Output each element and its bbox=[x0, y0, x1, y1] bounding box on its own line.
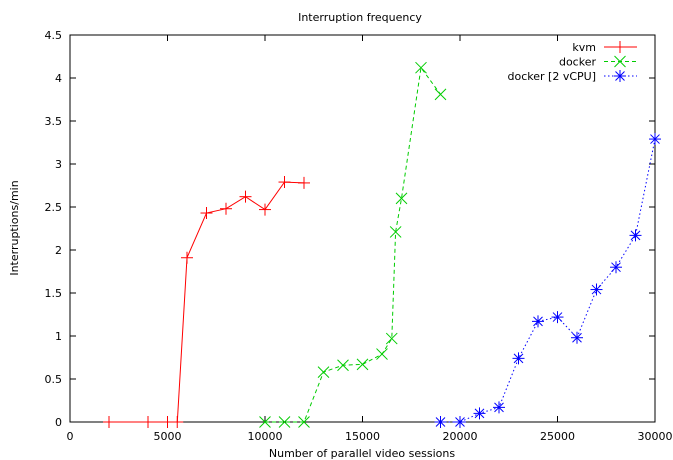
marker-stroke bbox=[395, 192, 408, 205]
y-tick-label: 2 bbox=[55, 244, 62, 257]
legend-label: docker [2 vCPU] bbox=[508, 70, 596, 83]
marker-stroke bbox=[533, 316, 543, 327]
y-tick-label: 4.5 bbox=[45, 29, 63, 42]
marker-stroke bbox=[611, 262, 621, 273]
chart-title: Interruption frequency bbox=[298, 11, 422, 24]
series-layer bbox=[103, 61, 661, 428]
legend-marker bbox=[614, 41, 626, 53]
marker-stroke bbox=[630, 230, 641, 241]
data-point bbox=[532, 315, 544, 328]
data-point bbox=[259, 203, 271, 216]
data-point bbox=[278, 416, 291, 428]
data-point bbox=[590, 283, 603, 296]
data-point bbox=[610, 261, 622, 274]
data-point bbox=[317, 366, 330, 378]
data-point bbox=[551, 311, 564, 324]
data-point bbox=[181, 251, 193, 264]
data-point bbox=[629, 229, 642, 242]
series-line bbox=[440, 139, 656, 423]
marker-stroke bbox=[435, 417, 446, 427]
data-point bbox=[434, 416, 447, 428]
y-tick-label: 4 bbox=[55, 72, 62, 85]
data-point bbox=[395, 192, 408, 205]
data-point bbox=[200, 207, 213, 220]
y-tick-label: 0 bbox=[55, 416, 62, 429]
legend-item-0: kvm bbox=[572, 41, 637, 54]
y-tick-label: 2.5 bbox=[45, 201, 63, 214]
series-1 bbox=[259, 61, 447, 428]
y-tick-label: 1 bbox=[55, 330, 62, 343]
marker-stroke bbox=[356, 358, 369, 371]
marker-stroke bbox=[259, 416, 271, 428]
marker-stroke bbox=[337, 359, 349, 372]
data-point bbox=[415, 61, 427, 74]
legend-marker bbox=[614, 55, 626, 68]
marker-stroke bbox=[415, 61, 427, 74]
data-point bbox=[142, 416, 154, 428]
x-tick-label: 10000 bbox=[248, 430, 283, 443]
marker-stroke bbox=[434, 88, 447, 101]
series-2 bbox=[434, 133, 661, 428]
marker-stroke bbox=[615, 71, 625, 81]
data-point bbox=[278, 176, 291, 189]
x-tick-label: 15000 bbox=[345, 430, 380, 443]
legend-label: docker bbox=[559, 56, 597, 69]
y-axis-label: Interruptions/min bbox=[8, 180, 21, 275]
data-point bbox=[298, 416, 310, 428]
data-point bbox=[385, 332, 398, 345]
data-point bbox=[493, 401, 505, 414]
data-point bbox=[103, 416, 115, 428]
data-point bbox=[473, 407, 486, 420]
marker-stroke bbox=[552, 312, 563, 322]
data-point bbox=[454, 416, 466, 428]
marker-stroke bbox=[650, 134, 660, 144]
y-tick-label: 3 bbox=[55, 158, 62, 171]
data-point bbox=[512, 352, 525, 365]
data-point bbox=[298, 176, 310, 189]
x-tick-label: 25000 bbox=[540, 430, 575, 443]
series-line bbox=[265, 66, 441, 423]
marker-stroke bbox=[494, 402, 504, 413]
marker-stroke bbox=[385, 332, 398, 345]
marker-stroke bbox=[376, 348, 388, 360]
data-point bbox=[337, 359, 349, 372]
marker-stroke bbox=[572, 332, 582, 343]
x-tick-label: 5000 bbox=[154, 430, 182, 443]
marker-stroke bbox=[278, 416, 291, 428]
marker-stroke bbox=[298, 416, 310, 428]
data-point bbox=[220, 202, 232, 215]
data-point bbox=[259, 416, 271, 428]
y-tick-label: 1.5 bbox=[45, 287, 63, 300]
y-tick-label: 3.5 bbox=[45, 115, 63, 128]
data-point bbox=[649, 133, 661, 146]
data-point bbox=[376, 348, 388, 360]
marker-stroke bbox=[513, 353, 524, 364]
marker-stroke bbox=[591, 284, 602, 295]
legend-item-2: docker [2 vCPU] bbox=[508, 70, 637, 83]
legend-label: kvm bbox=[572, 41, 596, 54]
marker-stroke bbox=[389, 226, 402, 238]
axis-ticks: 0 5000 10000 15000 20000 25000 30000 0 0.5 1 1.5 2 2… bbox=[45, 29, 673, 443]
data-point bbox=[389, 226, 402, 238]
marker-stroke bbox=[614, 55, 626, 68]
data-point bbox=[356, 358, 369, 371]
x-tick-label: 0 bbox=[67, 430, 74, 443]
x-tick-label: 20000 bbox=[443, 430, 478, 443]
marker-stroke bbox=[317, 366, 330, 378]
data-point bbox=[239, 190, 252, 203]
legend-marker bbox=[614, 70, 626, 82]
marker-stroke bbox=[455, 417, 465, 427]
data-point bbox=[171, 416, 184, 428]
marker-stroke bbox=[474, 408, 485, 419]
series-0 bbox=[103, 176, 310, 428]
data-point bbox=[434, 88, 447, 101]
data-point bbox=[571, 331, 583, 344]
legend-item-1: docker bbox=[559, 56, 637, 69]
y-tick-label: 0.5 bbox=[45, 373, 63, 386]
x-tick-label: 30000 bbox=[638, 430, 673, 443]
x-axis-label: Number of parallel video sessions bbox=[269, 447, 455, 460]
